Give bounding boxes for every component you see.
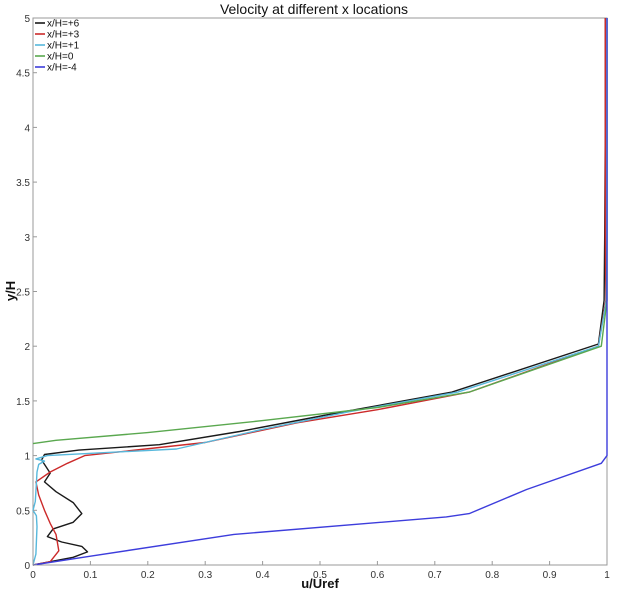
x-tick-label: 1: [604, 570, 610, 581]
legend-label-1: x/H=+3: [47, 30, 80, 41]
plot-area-border: [32, 17, 608, 566]
y-tick-label: 2.5: [16, 288, 30, 299]
x-tick-label: 0.1: [83, 570, 97, 581]
y-tick-label: 3.5: [16, 178, 30, 189]
y-tick-label: 1: [24, 452, 30, 463]
legend-label-0: x/H=+6: [47, 19, 80, 30]
legend-label-2: x/H=+1: [47, 41, 80, 52]
y-tick-label: 0: [24, 561, 30, 572]
x-tick-label: 0.3: [198, 570, 212, 581]
y-axis-label: y/H: [3, 281, 18, 301]
series-line-4: [32, 18, 608, 566]
y-tick-label: 4: [24, 123, 30, 134]
x-tick-label: 0.6: [370, 570, 384, 581]
x-axis-label: u/Uref: [301, 576, 339, 591]
x-tick-label: 0.9: [543, 570, 557, 581]
x-tick-label: 0: [30, 570, 36, 581]
x-tick-label: 0.7: [428, 570, 442, 581]
y-tick-label: 1.5: [16, 397, 30, 408]
legend: x/H=+6x/H=+3x/H=+1x/H=0x/H=-4: [35, 19, 80, 74]
legend-label-4: x/H=-4: [47, 63, 77, 74]
y-tick-label: 4.5: [16, 69, 30, 80]
y-tick-label: 5: [24, 14, 30, 25]
x-tick-label: 0.8: [485, 570, 499, 581]
series-line-0: [32, 18, 606, 566]
series-line-2: [32, 18, 608, 566]
y-tick-label: 3: [24, 233, 30, 244]
x-tick-label: 0.5: [313, 570, 327, 581]
series-line-1: [32, 18, 607, 566]
series-layer: [32, 18, 608, 566]
y-tick-label: 2: [24, 342, 30, 353]
series-line-3: [32, 18, 608, 445]
y-axis-ticks: 0 0.5 1 1.5 2 2.5 3 3.5 4 4.5 5: [16, 14, 37, 572]
x-tick-label: 0.4: [256, 570, 270, 581]
legend-label-3: x/H=0: [47, 52, 74, 63]
x-tick-label: 0.2: [141, 570, 155, 581]
x-axis-ticks: 0 0.1 0.2 0.3 0.4 0.5 0.6 0.7 0.8 0.9 1: [30, 561, 610, 581]
y-tick-label: 0.5: [16, 506, 30, 517]
chart-title: Velocity at different x locations: [220, 1, 408, 17]
